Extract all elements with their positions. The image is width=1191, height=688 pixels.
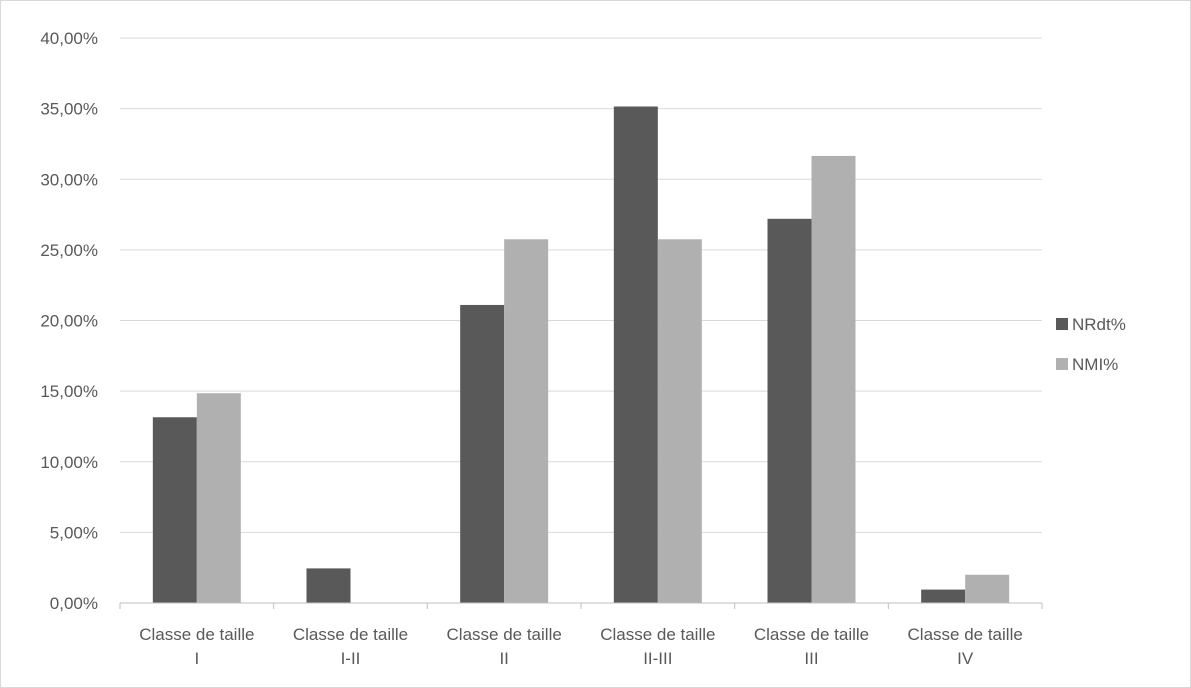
x-tick-label: Classe de taille xyxy=(908,625,1023,644)
bar-nrdt xyxy=(921,589,966,603)
y-tick-label: 15,00% xyxy=(40,382,98,401)
bar-nmi xyxy=(196,393,241,603)
bar-nrdt xyxy=(306,568,351,603)
y-tick-label: 35,00% xyxy=(40,100,98,119)
x-tick-label: I xyxy=(194,649,199,668)
x-tick-label: Classe de taille xyxy=(139,625,254,644)
x-tick-label: Classe de taille xyxy=(600,625,715,644)
x-tick-label: I-II xyxy=(341,649,361,668)
bar-nmi xyxy=(965,574,1010,603)
x-tick-label: IV xyxy=(957,649,974,668)
bar-nmi xyxy=(811,155,856,603)
y-tick-label: 5,00% xyxy=(50,523,98,542)
legend-label: NRdt% xyxy=(1072,315,1126,334)
axes xyxy=(119,602,1043,609)
x-tick-label: II-III xyxy=(643,649,672,668)
x-tick-label: II xyxy=(499,649,508,668)
bars xyxy=(152,106,1010,604)
y-tick-label: 20,00% xyxy=(40,312,98,331)
x-tick-label: Classe de taille xyxy=(754,625,869,644)
bar-nmi xyxy=(657,239,702,603)
y-tick-label: 0,00% xyxy=(50,594,98,613)
x-tick-label: Classe de taille xyxy=(447,625,562,644)
legend-swatch xyxy=(1056,358,1068,370)
x-tick-label: Classe de taille xyxy=(293,625,408,644)
gridlines xyxy=(120,37,1042,533)
y-tick-label: 40,00% xyxy=(40,29,98,48)
y-tick-label: 30,00% xyxy=(40,170,98,189)
bar-nrdt xyxy=(767,218,812,604)
y-tick-label: 25,00% xyxy=(40,241,98,260)
bar-nrdt xyxy=(152,417,197,603)
legend: NRdt% NMI% xyxy=(1056,315,1126,374)
bar-nmi xyxy=(504,239,549,603)
y-tick-label: 10,00% xyxy=(40,453,98,472)
legend-swatch xyxy=(1056,318,1068,330)
x-tick-label: III xyxy=(804,649,818,668)
bar-nrdt xyxy=(613,106,658,603)
bar-nrdt xyxy=(460,304,505,603)
x-tick-labels: Classe de taille I Classe de taille I-II Cla… xyxy=(139,625,1023,668)
legend-label: NMI% xyxy=(1072,355,1118,374)
y-tick-labels: 0,00% 5,00% 10,00% 15,00% 20,00% 25,00% 30,00%… xyxy=(40,29,98,613)
